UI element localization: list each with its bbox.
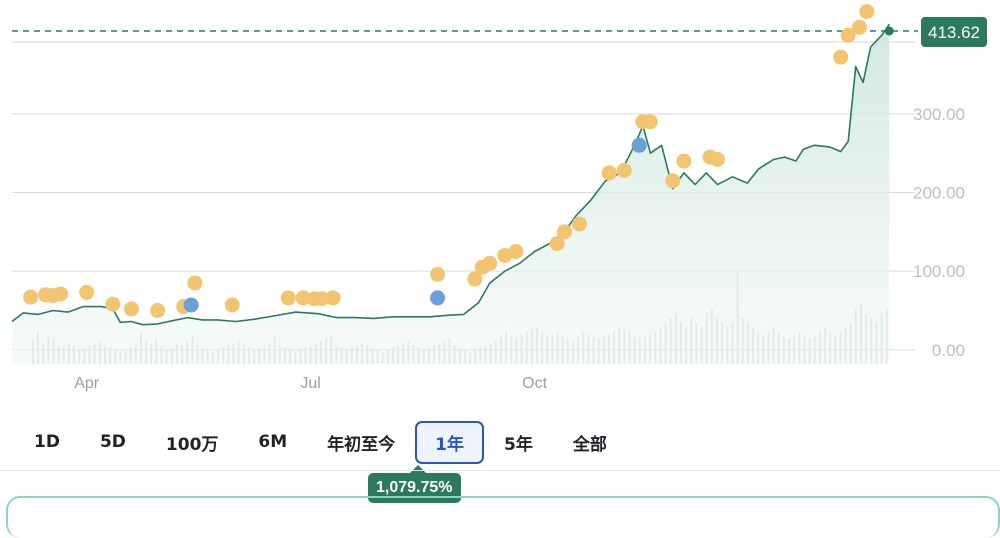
price-line: [11, 23, 890, 326]
current-value-label: 413.62: [928, 23, 980, 42]
event-marker-orange: [314, 291, 330, 307]
y-tick-label: 0.00: [932, 341, 965, 360]
event-marker-orange: [549, 236, 565, 252]
event-marker-orange: [508, 244, 524, 260]
x-tick-label: Oct: [522, 375, 547, 392]
current-value-dot: [884, 26, 894, 36]
event-marker-orange: [53, 286, 69, 302]
event-marker-orange: [642, 114, 658, 130]
range-option[interactable]: 年初至今: [327, 434, 396, 455]
price-chart[interactable]: 300.00 200.00 100.00 0.00 Apr Jul Oct 413.62: [0, 0, 1000, 400]
period-change-badge: 1,079.75%: [368, 465, 461, 503]
event-marker-orange: [859, 4, 875, 20]
event-marker-blue: [183, 297, 199, 313]
event-marker-orange: [676, 153, 692, 169]
event-marker-orange: [187, 275, 203, 291]
event-marker-orange: [23, 289, 39, 305]
event-marker-orange: [79, 284, 95, 300]
y-tick-label: 100.00: [913, 262, 965, 281]
event-marker-orange: [601, 165, 617, 181]
event-marker-orange: [556, 224, 572, 240]
divider: [0, 470, 1000, 471]
event-marker-orange: [710, 151, 726, 167]
range-selector: 1D 5D 100万 6M 年初至今 1年 5年 全部: [14, 420, 627, 464]
y-tick-label: 300.00: [913, 105, 965, 124]
range-option[interactable]: 全部: [572, 434, 607, 455]
event-marker-orange: [325, 290, 341, 306]
y-tick-label: 200.00: [913, 184, 965, 203]
event-marker-orange: [616, 162, 632, 178]
range-option[interactable]: 6M: [258, 432, 288, 452]
x-tick-label: Apr: [74, 375, 100, 392]
event-marker-orange: [833, 49, 849, 65]
event-marker-orange: [467, 271, 483, 287]
range-option[interactable]: 5D: [99, 432, 126, 452]
event-marker-orange: [430, 266, 446, 282]
range-option[interactable]: 5年: [504, 434, 533, 455]
event-marker-orange: [482, 255, 498, 271]
price-area: [12, 24, 890, 364]
event-markers: [23, 4, 875, 319]
event-marker-orange: [150, 303, 166, 319]
event-marker-orange: [280, 290, 296, 306]
event-marker-orange: [295, 290, 311, 306]
x-tick-label: Jul: [300, 375, 320, 392]
event-marker-orange: [123, 301, 139, 317]
range-option[interactable]: 1D: [34, 432, 60, 452]
bottom-card: [6, 496, 1000, 538]
event-marker-orange: [105, 296, 121, 312]
event-marker-blue: [631, 137, 647, 153]
event-marker-orange: [840, 27, 856, 43]
event-marker-orange: [224, 297, 240, 313]
event-marker-blue: [430, 290, 446, 306]
x-axis-labels: Apr Jul Oct: [74, 375, 547, 392]
range-option[interactable]: 1年: [415, 420, 484, 464]
current-value-badge: 413.62: [921, 17, 987, 47]
y-axis-labels: 300.00 200.00 100.00 0.00: [913, 105, 965, 360]
range-option[interactable]: 100万: [165, 434, 219, 455]
event-marker-orange: [571, 216, 587, 232]
event-marker-orange: [851, 19, 867, 35]
event-marker-orange: [665, 173, 681, 189]
